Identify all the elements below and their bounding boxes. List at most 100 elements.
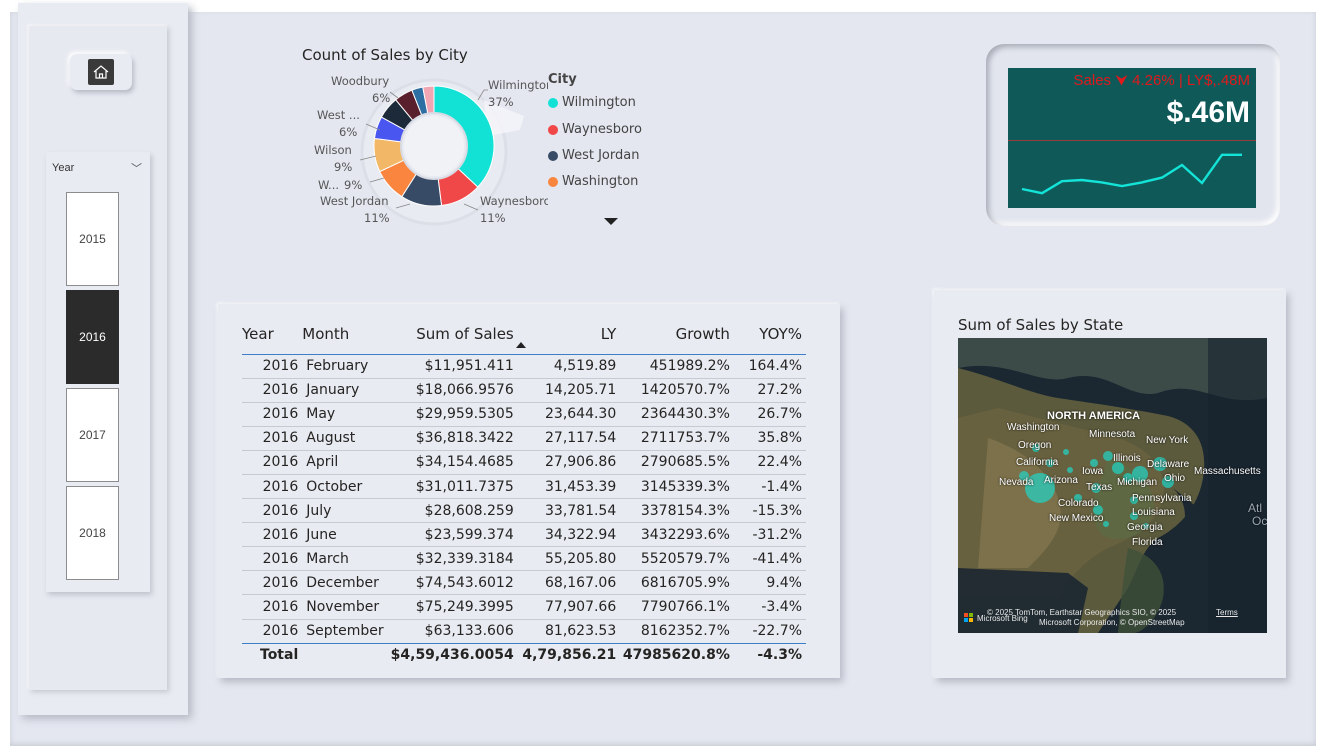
- donut-chart[interactable]: Wilmington 37% Waynesboro 11% West Jorda…: [298, 64, 548, 264]
- legend-item-west-jordan[interactable]: West Jordan: [548, 148, 639, 163]
- year-button-2018[interactable]: 2018: [66, 486, 119, 580]
- map-terms-link[interactable]: Terms: [1216, 608, 1238, 617]
- table-cell: $74,543.6012: [390, 570, 518, 595]
- table-total-cell: [302, 642, 391, 668]
- donut-label-name-2: West Jordan: [320, 194, 389, 208]
- map-label-state: New Mexico: [1049, 513, 1104, 524]
- table-row[interactable]: 2016 March $32,339.3184 55,205.80 5520579.7%…: [242, 546, 806, 571]
- table-cell: September: [302, 618, 391, 644]
- table-cell: 55,205.80: [517, 546, 621, 571]
- legend-title: City: [548, 72, 577, 87]
- legend-dot: [548, 150, 558, 161]
- table-row[interactable]: 2016 August $36,818.3422 27,117.54 2711753.7…: [242, 425, 806, 451]
- donut-label-name-0: Wilmington: [488, 78, 548, 92]
- home-button[interactable]: [70, 54, 132, 90]
- table-cell: 2364430.3%: [620, 401, 734, 427]
- col-header-growth[interactable]: Growth: [675, 324, 730, 343]
- table-cell: 35.8%: [733, 425, 806, 451]
- map-attribution-2[interactable]: Microsoft Corporation, © OpenStreetMap: [1039, 618, 1185, 627]
- year-slicer-header[interactable]: Year ﹀: [52, 162, 142, 180]
- sales-table-card: Year Month Sum of Sales LY Growth YOY% 2…: [218, 304, 840, 678]
- table-cell: -22.7%: [733, 618, 806, 644]
- table-cell: $28,608.259: [390, 498, 518, 523]
- table-cell: 2016: [242, 546, 303, 571]
- col-header-ly[interactable]: LY: [600, 324, 617, 343]
- col-header-year[interactable]: Year: [242, 324, 274, 343]
- map-label-ocean: Oc: [1252, 514, 1267, 528]
- kpi-divider: [1008, 140, 1256, 141]
- legend-label: Wilmington: [562, 95, 636, 110]
- chevron-down-icon[interactable]: ﹀: [131, 163, 142, 175]
- map-label-continent: NORTH AMERICA: [1047, 410, 1141, 422]
- legend-item-wilmington[interactable]: Wilmington: [548, 95, 636, 110]
- table-row[interactable]: 2016 April $34,154.4685 27,906.86 2790685.5%…: [242, 449, 806, 475]
- table-cell: 2790685.5%: [620, 449, 734, 475]
- table-cell: 2016: [242, 473, 303, 499]
- table-row[interactable]: 2016 September $63,133.606 81,623.53 8162352…: [242, 618, 806, 644]
- sales-table: Year Month Sum of Sales LY Growth YOY% 2…: [242, 314, 806, 668]
- table-row[interactable]: 2016 May $29,959.5305 23,644.30 2364430.3% 26…: [242, 401, 806, 427]
- table-cell: 4,519.89: [517, 353, 621, 379]
- donut-label-pct-3: 9%: [344, 178, 362, 192]
- table-total-cell: 47985620.8%: [620, 642, 734, 668]
- map-label-state: Texas: [1086, 482, 1113, 493]
- table-row[interactable]: 2016 November $75,249.3995 77,907.66 7790766…: [242, 594, 806, 620]
- col-header-month[interactable]: Month: [302, 324, 350, 343]
- kpi-trend-sparkline: [1021, 153, 1242, 195]
- table-cell: December: [302, 570, 391, 595]
- year-button-2015[interactable]: 2015: [66, 192, 119, 286]
- donut-label-name-3: W...: [318, 178, 339, 192]
- table-cell: April: [302, 449, 391, 475]
- table-cell: $29,959.5305: [390, 401, 518, 427]
- sort-ascending-icon[interactable]: [516, 342, 526, 348]
- year-button-2016[interactable]: 2016: [66, 290, 119, 384]
- donut-label-pct-4: 9%: [334, 160, 352, 174]
- legend-dot: [548, 124, 558, 135]
- donut-label-pct-2: 11%: [364, 211, 390, 225]
- table-row[interactable]: 2016 January $18,066.9576 14,205.71 1420570.…: [242, 377, 806, 403]
- col-header-yoy[interactable]: YOY%: [759, 324, 802, 343]
- table-cell: $34,154.4685: [390, 449, 518, 475]
- table-cell: 2016: [242, 377, 303, 403]
- donut-label-name-6: Woodbury: [331, 74, 389, 88]
- table-cell: 5520579.7%: [620, 546, 734, 571]
- legend-item-waynesboro[interactable]: Waynesboro: [548, 122, 642, 137]
- map-label-state: Nevada: [999, 477, 1034, 488]
- table-cell: May: [302, 401, 391, 427]
- table-row[interactable]: 2016 October $31,011.7375 31,453.39 3145339.…: [242, 473, 806, 499]
- map-label-state: Oregon: [1018, 440, 1052, 451]
- year-button-2017[interactable]: 2017: [66, 388, 119, 482]
- table-total-row: Total $4,59,436.0054 4,79,856.21 47985620.8…: [242, 642, 806, 668]
- donut-label-pct-6: 6%: [372, 91, 390, 105]
- table-cell: 34,322.94: [517, 522, 621, 547]
- table-cell: 3432293.6%: [620, 522, 734, 547]
- table-row[interactable]: 2016 July $28,608.259 33,781.54 3378154.3% -1…: [242, 498, 806, 523]
- map-label-state: Massachusetts: [1194, 466, 1261, 477]
- table-cell: 23,644.30: [517, 401, 621, 427]
- map-terrain: [958, 338, 1267, 633]
- donut-label-pct-1: 11%: [480, 211, 506, 225]
- col-header-sum-of-sales[interactable]: Sum of Sales: [416, 324, 514, 343]
- map-label-state: Illinois: [1113, 453, 1141, 464]
- table-row[interactable]: 2016 December $74,543.6012 68,167.06 6816705…: [242, 570, 806, 595]
- table-header-row: Year Month Sum of Sales LY Growth YOY%: [242, 314, 806, 354]
- legend-item-washington[interactable]: Washington: [548, 174, 638, 189]
- table-cell: 164.4%: [733, 353, 806, 379]
- legend-label: Waynesboro: [562, 122, 642, 137]
- sales-by-state-map[interactable]: NORTH AMERICA Washington Minnesota Orego…: [958, 338, 1267, 633]
- legend-scroll-down-icon[interactable]: [604, 218, 618, 225]
- table-cell: November: [302, 594, 391, 620]
- table-cell: 33,781.54: [517, 498, 621, 523]
- table-cell: July: [302, 498, 391, 523]
- table-cell: 2016: [242, 425, 303, 451]
- table-cell: -3.4%: [733, 594, 806, 620]
- table-total-cell: -4.3%: [733, 642, 806, 668]
- map-label-state: Georgia: [1127, 522, 1163, 533]
- table-row[interactable]: 2016 February $11,951.411 4,519.89 451989.2%…: [242, 353, 806, 379]
- sales-kpi-card[interactable]: Sales ⮟ 4.26% | LY$,.48M $.46M: [1008, 68, 1256, 208]
- table-cell: 7790766.1%: [620, 594, 734, 620]
- map-label-state: New York: [1146, 435, 1189, 446]
- table-cell: February: [302, 353, 391, 379]
- table-row[interactable]: 2016 June $23,599.374 34,322.94 3432293.6% -3…: [242, 522, 806, 547]
- table-cell: 2016: [242, 401, 303, 427]
